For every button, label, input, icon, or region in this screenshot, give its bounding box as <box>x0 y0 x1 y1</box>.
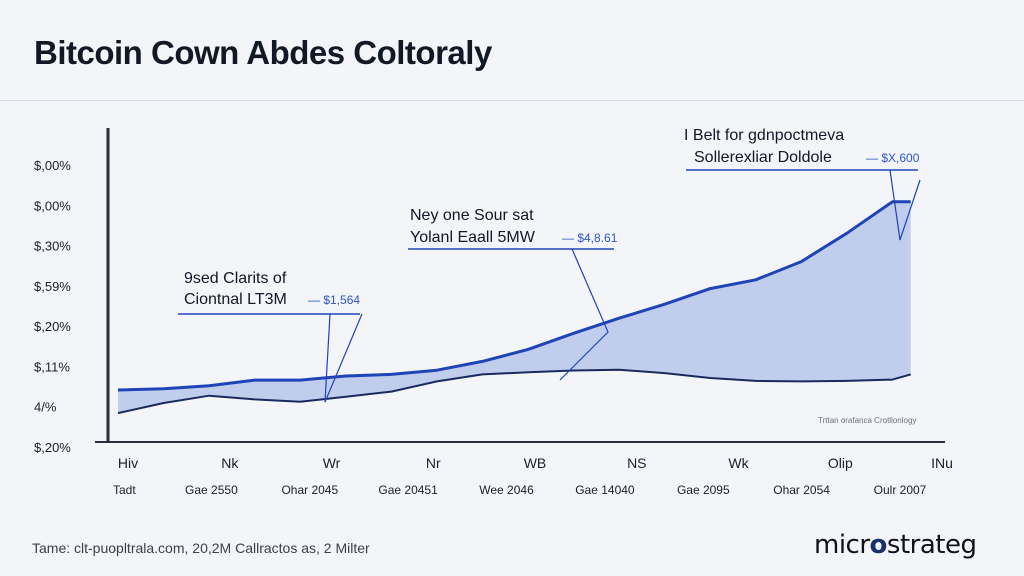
annotation-value: — $1,564 <box>308 293 360 307</box>
x-tick-label: Olip <box>828 455 853 471</box>
chart-title: Bitcoin Cown Abdes Coltoraly <box>34 34 492 71</box>
band-fill <box>118 201 911 414</box>
brand-logo: microstrateg <box>814 530 977 560</box>
x-sub-tick-label: Ohar 2045 <box>281 483 338 497</box>
y-tick-label: $,20% <box>34 440 71 455</box>
x-sub-tick-label: Gae 14040 <box>575 483 635 497</box>
lower-series-line <box>117 368 911 415</box>
title-divider <box>0 100 1024 101</box>
x-sub-tick-label: Gae 20451 <box>378 483 438 497</box>
x-tick-label: Wr <box>323 455 341 471</box>
y-tick-label: $,00% <box>34 198 71 213</box>
annotation-subtitle: Ciontnal LT3M <box>184 291 287 308</box>
x-tick-label: WB <box>524 455 547 471</box>
x-sub-tick-label: Gae 2550 <box>185 483 238 497</box>
annotation-pointer <box>889 169 921 241</box>
y-tick-label: $,30% <box>34 239 71 254</box>
x-tick-label: Wk <box>728 455 749 471</box>
y-tick-label: $,11% <box>34 359 70 374</box>
chart-watermark: Trttan orafanca Crotllonlogy <box>818 416 916 425</box>
annotation-value: — $X,600 <box>866 151 920 165</box>
x-tick-label: Nk <box>221 455 239 471</box>
annotation-value: — $4,8.61 <box>562 231 618 245</box>
x-sub-tick-label: Wee 2046 <box>479 483 534 497</box>
x-tick-label: Hiv <box>118 455 138 471</box>
x-sub-tick-label: Gae 2095 <box>677 483 730 497</box>
x-sub-tick-label: Oulr 2007 <box>874 483 927 497</box>
annotation-subtitle: Sollerexliar Doldole <box>694 149 832 166</box>
annotation-title: I Belt for gdnpoctmeva <box>684 127 844 144</box>
x-sub-tick-label: Ohar 2054 <box>773 483 830 497</box>
x-tick-label: Nr <box>426 455 441 471</box>
x-tick-label: INu <box>931 455 953 471</box>
annotation-title: 9sed Clarits of <box>184 270 287 287</box>
y-tick-label: $,20% <box>34 319 71 334</box>
brand-prefix: micr <box>814 530 870 560</box>
source-note: Tame: clt-puopltrala.com, 20,2M Callract… <box>32 540 370 556</box>
annotation-pointer <box>324 313 363 403</box>
brand-suffix: strateg <box>886 530 977 560</box>
x-tick-label: NS <box>627 455 646 471</box>
y-tick-label: $,59% <box>34 279 71 294</box>
x-sub-tick-label: Tadt <box>113 483 136 497</box>
annotation-subtitle: Yolanl Eaall 5MW <box>410 229 536 246</box>
annotation-pointer <box>559 248 609 381</box>
brand-mark: o <box>869 530 888 560</box>
y-tick-label: 4/% <box>34 400 57 415</box>
y-tick-label: $,00% <box>34 158 71 173</box>
upper-series-line <box>117 200 911 392</box>
annotation-title: Ney one Sour sat <box>410 207 534 224</box>
